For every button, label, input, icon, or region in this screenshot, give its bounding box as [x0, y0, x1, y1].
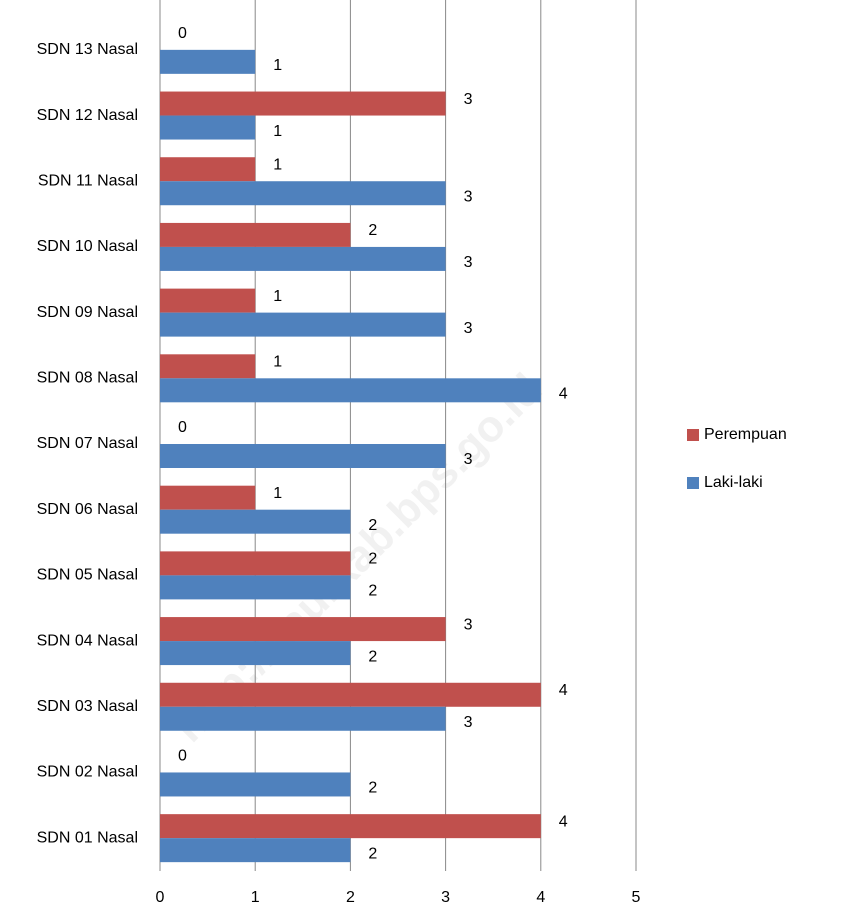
value-label: 2: [368, 517, 377, 534]
legend-label: Laki-laki: [704, 474, 763, 491]
bar: [160, 838, 351, 863]
x-tick-label: 3: [441, 889, 450, 906]
legend-label: Perempuan: [704, 426, 787, 443]
y-tick-label: SDN 04 Nasal: [37, 632, 138, 649]
bar: [160, 49, 256, 74]
bar: [160, 772, 351, 797]
bar: [160, 115, 256, 140]
x-tick-label: 4: [536, 889, 545, 906]
legend-swatch: [687, 477, 699, 489]
bar: [160, 354, 256, 379]
bar: [160, 509, 351, 534]
value-label: 2: [368, 551, 377, 568]
bar: [160, 641, 351, 666]
y-tick-label: SDN 06 Nasal: [37, 501, 138, 518]
y-tick-label: SDN 12 Nasal: [37, 107, 138, 124]
value-label: 1: [273, 57, 282, 74]
y-tick-label: SDN 10 Nasal: [37, 238, 138, 255]
x-tick-label: 5: [632, 889, 641, 906]
bar: [160, 814, 541, 839]
value-label: 4: [559, 682, 568, 699]
x-tick-label: 2: [346, 889, 355, 906]
y-tick-label: SDN 03 Nasal: [37, 698, 138, 715]
value-label: 2: [368, 648, 377, 665]
y-tick-label: SDN 01 Nasal: [37, 829, 138, 846]
bar: [160, 378, 541, 403]
value-label: 3: [464, 320, 473, 337]
bar: [160, 157, 256, 182]
value-label: 0: [178, 748, 187, 765]
value-label: 3: [464, 616, 473, 633]
x-tick-label: 0: [156, 889, 165, 906]
y-tick-label: SDN 07 Nasal: [37, 435, 138, 452]
bar: [160, 682, 541, 707]
bar: [160, 222, 351, 247]
y-tick-label: SDN 09 Nasal: [37, 304, 138, 321]
value-label: 3: [464, 451, 473, 468]
value-label: 1: [273, 156, 282, 173]
y-tick-label: SDN 08 Nasal: [37, 370, 138, 387]
value-label: 2: [368, 845, 377, 862]
value-label: 2: [368, 780, 377, 797]
value-label: 4: [559, 813, 568, 830]
y-tick-label: SDN 05 Nasal: [37, 567, 138, 584]
legend-swatch: [687, 429, 699, 441]
value-label: 3: [464, 714, 473, 731]
value-label: 2: [368, 222, 377, 239]
value-label: 1: [273, 123, 282, 140]
bar: [160, 91, 446, 116]
x-tick-label: 1: [251, 889, 260, 906]
bar: [160, 706, 446, 731]
bar: [160, 551, 351, 576]
bar: [160, 181, 446, 206]
value-label: 1: [273, 354, 282, 371]
value-label: 3: [464, 188, 473, 205]
bar: [160, 617, 446, 642]
value-label: 0: [178, 419, 187, 436]
y-tick-label: SDN 11 Nasal: [38, 172, 138, 189]
bar: [160, 312, 446, 337]
value-label: 2: [368, 583, 377, 600]
bar: [160, 288, 256, 313]
value-label: 1: [273, 288, 282, 305]
bar: [160, 485, 256, 510]
value-label: 1: [273, 485, 282, 502]
value-label: 3: [464, 91, 473, 108]
bar: [160, 246, 446, 271]
value-label: 4: [559, 386, 568, 403]
value-label: 0: [178, 25, 187, 42]
y-tick-label: SDN 02 Nasal: [37, 764, 138, 781]
y-tick-label: SDN 13 Nasal: [37, 41, 138, 58]
bar: [160, 444, 446, 468]
bar: [160, 575, 351, 600]
value-label: 3: [464, 254, 473, 271]
